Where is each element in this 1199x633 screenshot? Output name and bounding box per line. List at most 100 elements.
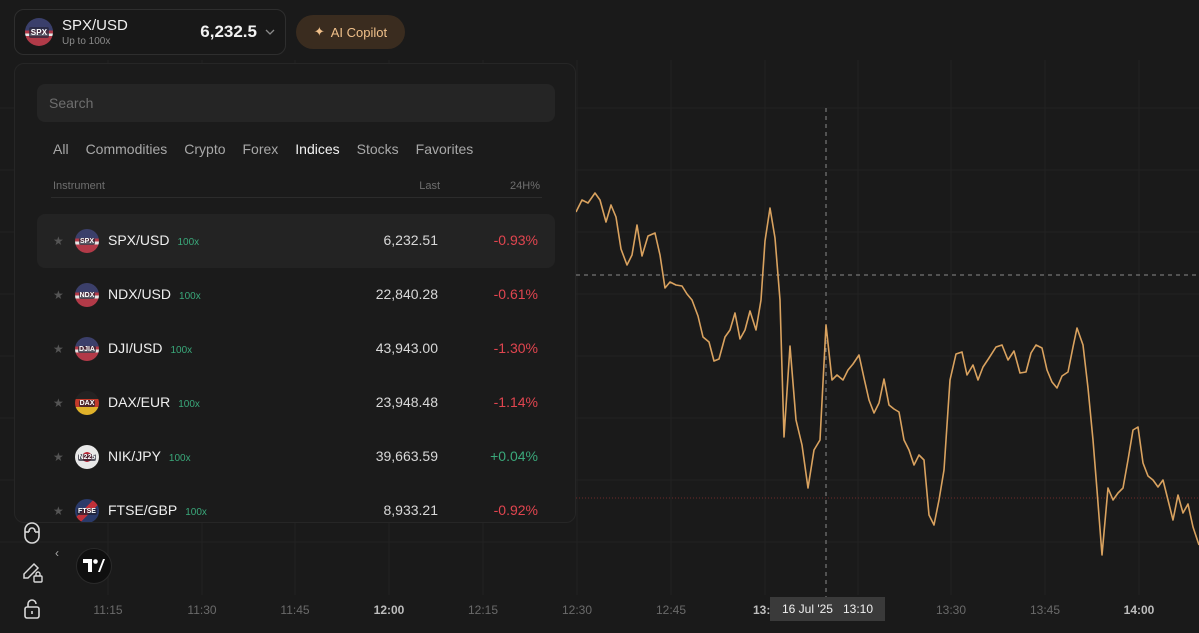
- pair-logo-text: SPX: [28, 26, 50, 38]
- table-header: Instrument Last 24H%: [53, 180, 540, 198]
- chart-grid: [0, 60, 1199, 595]
- instrument-change: -1.14%: [493, 394, 538, 410]
- instrument-leverage: 100x: [185, 507, 207, 518]
- instrument-logo-text: SPX: [78, 237, 95, 245]
- instrument-logo-text: NDX: [78, 291, 96, 299]
- instrument-last: 39,663.59: [375, 448, 438, 464]
- time-tick: 14:00: [1123, 603, 1155, 617]
- instrument-change: +0.04%: [490, 448, 538, 464]
- time-tick: 12:00: [373, 603, 405, 617]
- time-tick: 11:30: [187, 603, 217, 617]
- tab-favorites[interactable]: Favorites: [415, 141, 474, 157]
- instrument-last: 22,840.28: [375, 286, 438, 302]
- instrument-change: -0.92%: [493, 502, 538, 518]
- tab-all[interactable]: All: [53, 141, 69, 157]
- sparkle-icon: ✦: [313, 24, 325, 39]
- magnet-icon[interactable]: [20, 521, 44, 545]
- instrument-leverage: 100x: [170, 345, 193, 356]
- instrument-list: ★ SPX SPX/USD 100x 6,232.51 -0.93% ★ NDX NDX/USD…: [37, 214, 555, 522]
- instrument-change: -1.30%: [493, 340, 538, 356]
- instrument-symbol: DJI/USD: [108, 340, 163, 356]
- instrument-row[interactable]: ★ NDX NDX/USD 100x 22,840.28 -0.61%: [37, 268, 555, 322]
- instrument-logo-text: FTSE: [77, 507, 97, 515]
- instrument-logo-icon: DAX: [75, 391, 99, 415]
- spx-logo-icon: SPX: [25, 18, 53, 46]
- tab-commodities[interactable]: Commodities: [85, 141, 168, 157]
- star-icon[interactable]: ★: [53, 450, 64, 464]
- price-line: [575, 192, 1199, 556]
- pair-texts: SPX/USD Up to 100x: [62, 17, 128, 47]
- instrument-leverage: 100x: [178, 399, 200, 410]
- time-tick: 13:45: [1029, 603, 1061, 617]
- time-tick: 12:45: [655, 603, 687, 617]
- tab-crypto[interactable]: Crypto: [184, 141, 226, 157]
- instrument-symbol: SPX/USD: [108, 232, 170, 248]
- instrument-name: NIK/JPY 100x: [108, 448, 191, 464]
- ai-copilot-label: AI Copilot: [330, 24, 388, 40]
- star-icon[interactable]: ★: [53, 396, 64, 410]
- pair-name: SPX/USD: [62, 17, 128, 34]
- category-tabs: All Commodities Crypto Forex Indices Stocks Fa…: [53, 141, 490, 157]
- instrument-logo-icon: NDX: [75, 283, 99, 307]
- instrument-logo-text: N225: [77, 453, 97, 461]
- star-icon[interactable]: ★: [53, 288, 64, 302]
- instrument-symbol: FTSE/GBP: [108, 502, 178, 518]
- instrument-row[interactable]: ★ FTSE FTSE/GBP 100x 8,933.21 -0.92%: [37, 484, 555, 522]
- tradingview-logo-icon[interactable]: [76, 548, 112, 584]
- instrument-symbol: NDX/USD: [108, 286, 172, 302]
- instrument-logo-icon: FTSE: [75, 499, 99, 522]
- unlock-icon[interactable]: [20, 597, 44, 621]
- instrument-row[interactable]: ★ N225 NIK/JPY 100x 39,663.59 +0.04%: [37, 430, 555, 484]
- search-input[interactable]: [37, 84, 555, 122]
- instrument-logo-text: DJIA: [78, 345, 96, 353]
- instrument-row[interactable]: ★ DAX DAX/EUR 100x 23,948.48 -1.14%: [37, 376, 555, 430]
- instrument-last: 43,943.00: [375, 340, 438, 356]
- instrument-name: SPX/USD 100x: [108, 232, 199, 248]
- instrument-logo-icon: DJIA: [75, 337, 99, 361]
- instrument-symbol: DAX/EUR: [108, 394, 171, 410]
- instrument-name: NDX/USD 100x: [108, 286, 201, 302]
- column-change: 24H%: [510, 180, 540, 192]
- chevron-down-icon[interactable]: [265, 26, 275, 38]
- time-tick: 11:15: [93, 603, 123, 617]
- instrument-leverage: 100x: [179, 291, 201, 302]
- instrument-last: 6,232.51: [383, 232, 439, 248]
- pair-price: 6,232.5: [200, 22, 257, 41]
- tab-stocks[interactable]: Stocks: [356, 141, 399, 157]
- instrument-last: 23,948.48: [375, 394, 438, 410]
- tab-forex[interactable]: Forex: [242, 141, 279, 157]
- pair-leverage-note: Up to 100x: [62, 36, 111, 47]
- instrument-change: -0.61%: [493, 286, 538, 302]
- column-last: Last: [419, 180, 440, 192]
- instrument-row[interactable]: ★ DJIA DJI/USD 100x 43,943.00 -1.30%: [37, 322, 555, 376]
- time-tick: 12:30: [561, 603, 593, 617]
- instrument-name: FTSE/GBP 100x: [108, 502, 207, 518]
- instrument-logo-icon: N225: [75, 445, 99, 469]
- tab-indices[interactable]: Indices: [295, 141, 340, 157]
- instrument-logo-text: DAX: [78, 399, 96, 407]
- pencil-lock-icon[interactable]: [20, 560, 44, 584]
- instrument-change: -0.93%: [493, 232, 538, 248]
- star-icon[interactable]: ★: [53, 342, 64, 356]
- star-icon[interactable]: ★: [53, 504, 64, 518]
- instrument-leverage: 100x: [168, 453, 191, 464]
- time-tick: 13:30: [935, 603, 967, 617]
- header-divider: [51, 197, 542, 198]
- collapse-chevron-icon[interactable]: ‹: [55, 546, 59, 560]
- instrument-name: DAX/EUR 100x: [108, 394, 200, 410]
- time-tick: 11:45: [280, 603, 310, 617]
- pair-selector[interactable]: SPX SPX/USD Up to 100x 6,232.5: [14, 9, 286, 55]
- star-icon[interactable]: ★: [53, 234, 64, 248]
- ai-copilot-button[interactable]: ✦ AI Copilot: [296, 15, 405, 49]
- instrument-last: 8,933.21: [383, 502, 439, 518]
- instrument-row[interactable]: ★ SPX SPX/USD 100x 6,232.51 -0.93%: [37, 214, 555, 268]
- instrument-name: DJI/USD 100x: [108, 340, 192, 356]
- crosshair-time-label: 16 Jul '25 13:10: [770, 597, 885, 621]
- instrument-leverage: 100x: [177, 237, 200, 248]
- instrument-logo-icon: SPX: [75, 229, 99, 253]
- column-instrument: Instrument: [53, 180, 105, 192]
- crosshair-time: 13:10: [842, 602, 874, 616]
- instrument-symbol: NIK/JPY: [108, 448, 161, 464]
